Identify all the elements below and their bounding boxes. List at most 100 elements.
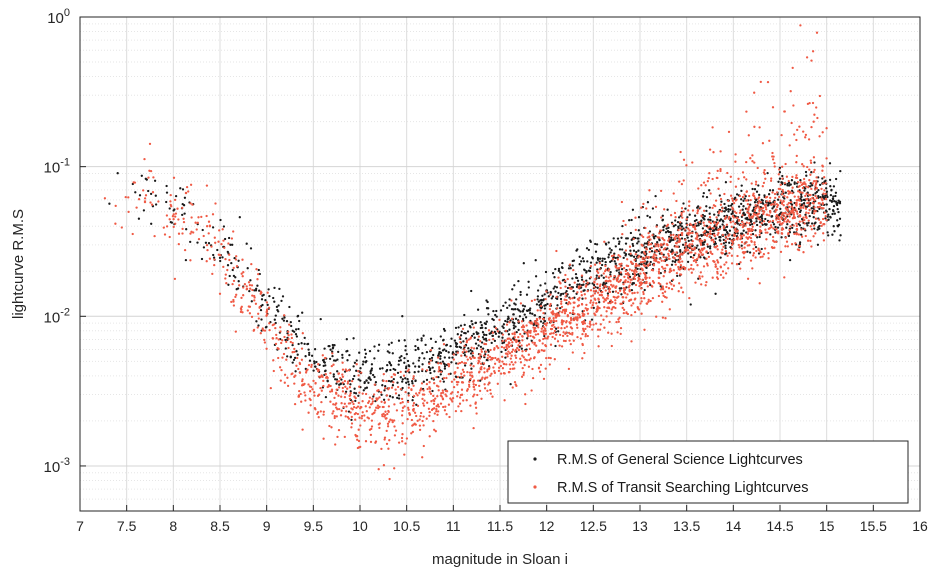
data-point [232, 279, 236, 283]
data-point [331, 412, 334, 415]
data-point [472, 347, 476, 350]
data-point [549, 356, 552, 360]
data-point [621, 232, 624, 236]
data-point [345, 369, 348, 373]
data-point [800, 203, 803, 207]
data-point [719, 225, 722, 228]
data-point [433, 412, 436, 415]
data-point [605, 281, 608, 285]
data-point [551, 335, 554, 339]
data-point [679, 273, 682, 276]
data-point [680, 213, 683, 217]
data-point [512, 313, 515, 316]
data-point [748, 216, 751, 219]
data-point [435, 405, 438, 408]
data-point [630, 340, 633, 343]
data-point [560, 300, 563, 303]
data-point [249, 287, 252, 290]
data-point [142, 189, 145, 192]
data-point [589, 299, 593, 302]
data-point [669, 250, 673, 253]
data-point [440, 370, 443, 374]
data-point [313, 348, 317, 351]
data-point [705, 280, 708, 284]
data-point [719, 218, 723, 221]
data-point [741, 214, 744, 217]
data-point [421, 352, 424, 355]
data-point [559, 286, 562, 290]
data-point [722, 245, 725, 249]
data-point [504, 352, 508, 355]
data-point [529, 357, 532, 360]
data-point [679, 150, 682, 154]
data-point [833, 212, 836, 215]
data-point [633, 274, 637, 277]
data-point [456, 375, 460, 379]
data-point [699, 206, 702, 209]
data-point [656, 240, 659, 244]
data-point [690, 251, 693, 254]
data-point [147, 176, 150, 179]
data-point [734, 153, 737, 156]
data-point [445, 343, 449, 347]
data-point [814, 232, 817, 235]
data-point [293, 402, 297, 406]
data-point [298, 319, 301, 323]
data-point [500, 345, 504, 349]
x-tick-label: 8 [169, 518, 177, 534]
x-tick-label: 13.5 [673, 518, 700, 534]
data-point [363, 381, 366, 384]
data-point [519, 332, 522, 336]
data-point [663, 224, 666, 227]
data-point [475, 412, 478, 415]
data-point [476, 308, 480, 311]
data-point [543, 322, 546, 326]
data-point [698, 240, 701, 243]
data-point [456, 383, 459, 386]
data-point [484, 322, 488, 326]
data-point [584, 297, 587, 300]
data-point [753, 197, 757, 200]
data-point [708, 212, 711, 215]
data-point [481, 376, 484, 379]
data-point [755, 220, 758, 223]
data-point [248, 289, 251, 293]
data-point [619, 265, 623, 268]
data-point [222, 239, 225, 242]
data-point [825, 190, 829, 193]
data-point [504, 348, 507, 352]
data-point [441, 389, 444, 392]
data-point [529, 334, 532, 338]
data-point [576, 335, 579, 339]
data-point [369, 378, 372, 381]
data-point [805, 216, 808, 220]
data-point [648, 250, 651, 254]
data-point [598, 293, 601, 297]
data-point [394, 392, 398, 395]
x-tick-label: 10.5 [393, 518, 420, 534]
data-point [432, 353, 435, 357]
data-point [527, 343, 531, 346]
data-point [673, 238, 677, 241]
data-point [648, 216, 652, 219]
data-point [667, 239, 670, 242]
data-point [354, 412, 358, 415]
data-point [812, 193, 815, 197]
data-point [576, 248, 579, 251]
data-point [479, 362, 483, 365]
data-point [277, 356, 280, 360]
data-point [522, 308, 525, 311]
data-point [581, 321, 584, 324]
data-point [687, 252, 690, 255]
data-point [442, 343, 446, 346]
data-point [563, 312, 567, 315]
data-point [721, 233, 725, 237]
data-point [278, 287, 281, 291]
data-point [771, 151, 774, 155]
data-point [568, 283, 571, 287]
data-point [506, 320, 509, 323]
data-point [327, 385, 330, 388]
data-point [657, 272, 661, 275]
data-point [388, 360, 391, 364]
data-point [231, 243, 234, 246]
